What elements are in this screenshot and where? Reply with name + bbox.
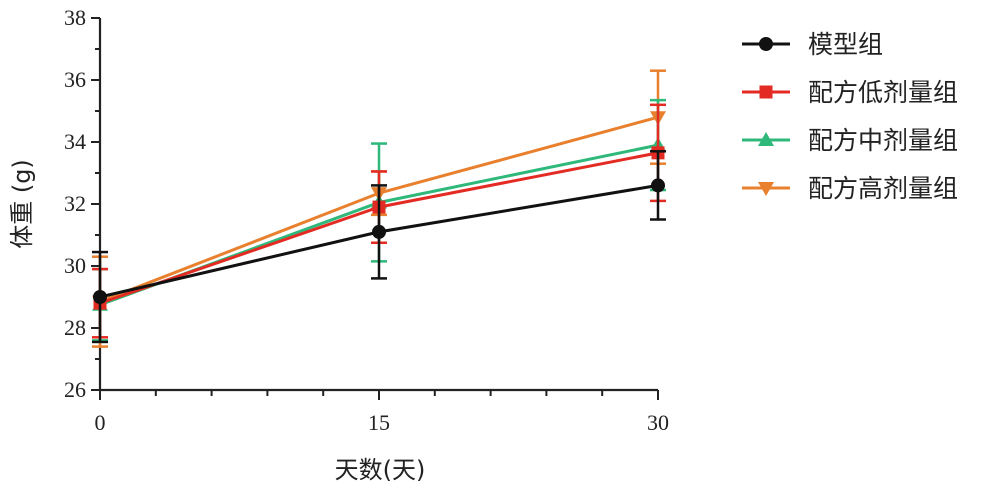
y-tick-label: 34 [64,129,86,154]
y-tick-label: 36 [64,67,86,92]
axis-ticks: 26 28 30 32 34 36 38 0 15 30 [64,5,669,435]
x-tick-label: 0 [95,410,106,435]
data-series [92,69,666,348]
data-point [651,178,665,193]
legend-marker [758,182,774,196]
y-tick-label: 28 [64,315,86,340]
data-point [93,290,107,304]
y-axis-title: 体重 (g) [8,159,36,249]
legend-label: 配方低剂量组 [808,78,958,107]
y-tick-label: 38 [64,5,86,30]
legend-entry: 配方中剂量组 [742,126,958,155]
legend-label: 配方中剂量组 [808,126,958,155]
series-0 [92,150,666,344]
legend-entry: 配方低剂量组 [742,78,958,107]
x-tick-label: 15 [368,410,390,435]
legend-marker [759,37,773,51]
y-tick-label: 30 [64,253,86,278]
legend-entry: 模型组 [742,30,883,59]
legend-label: 模型组 [808,30,883,59]
legend-marker [758,132,774,146]
y-tick-label: 26 [64,377,86,402]
data-point [372,224,386,239]
legend-entry: 配方高剂量组 [742,174,958,203]
x-axis-title: 天数(天) [335,456,426,484]
legend-marker [759,85,773,99]
y-tick-label: 32 [64,191,86,216]
legend-label: 配方高剂量组 [808,174,958,203]
x-tick-label: 30 [647,410,669,435]
